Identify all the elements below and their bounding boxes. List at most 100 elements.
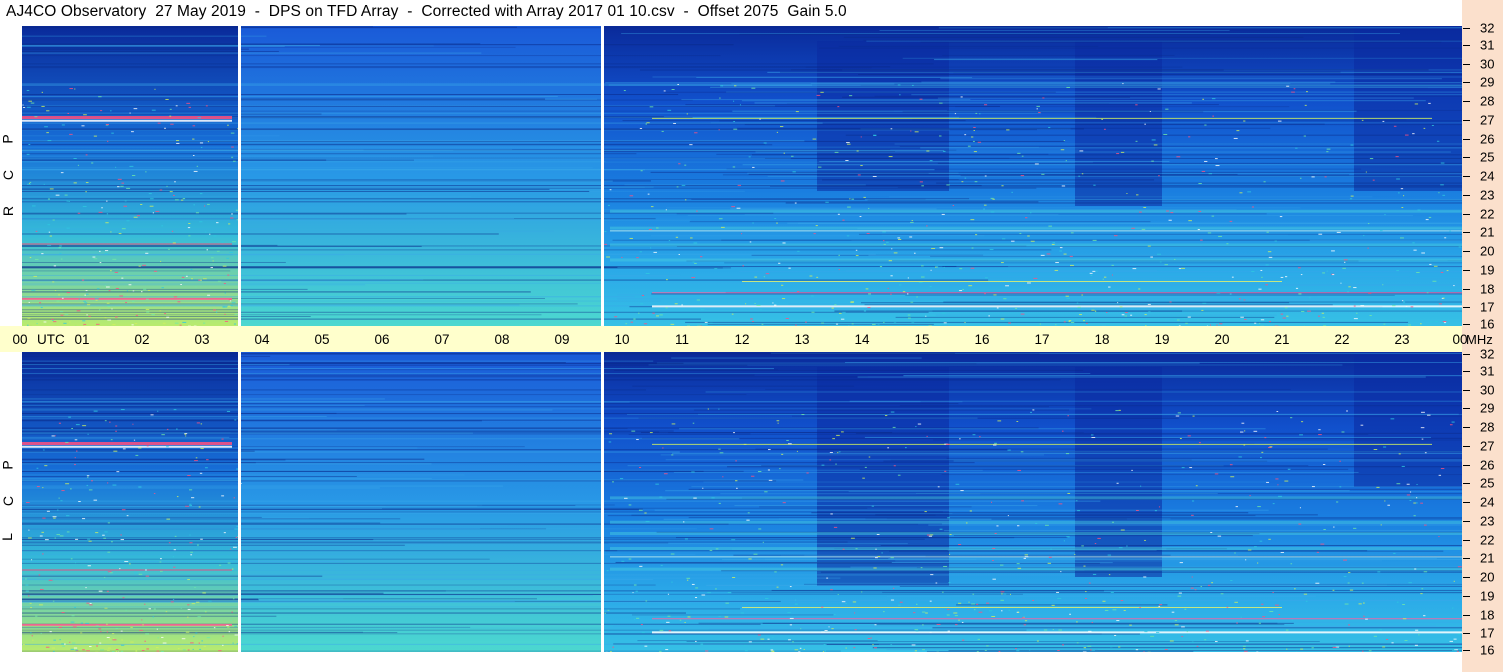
spectrogram-speckle — [707, 408, 710, 410]
spectrogram-noise — [921, 81, 1336, 83]
spectrogram-speckle — [221, 495, 225, 497]
spectrogram-speckle — [196, 165, 199, 167]
freq-tick-label: 25 — [1480, 149, 1495, 165]
spectrogram-speckle — [1353, 318, 1358, 320]
spectrogram-speckle — [86, 314, 88, 316]
spectrogram-region — [817, 367, 949, 586]
spectrogram-noise — [22, 561, 344, 563]
spectrogram-speckle — [744, 650, 748, 652]
spectrogram-speckle — [743, 443, 747, 445]
spectrogram-speckle — [787, 612, 791, 614]
spectrogram-speckle — [1451, 421, 1455, 423]
spectrogram-noise — [22, 612, 686, 614]
spectrogram-speckle — [1268, 538, 1271, 540]
spectrogram-speckle — [223, 306, 227, 308]
spectrogram-speckle — [231, 302, 236, 304]
spectrogram-band — [610, 532, 1462, 535]
freq-tick-mark — [1463, 28, 1470, 29]
spectrogram-noise — [638, 417, 1179, 419]
spectrogram-noise — [22, 480, 777, 482]
spectrogram-speckle — [138, 265, 141, 267]
spectrogram-speckle — [628, 558, 632, 560]
spectrogram-speckle — [867, 307, 871, 309]
spectrogram-speckle — [28, 595, 30, 597]
spectrogram-speckle — [1147, 303, 1151, 305]
spectrogram-noise — [878, 643, 1462, 645]
spectrogram-speckle — [1393, 125, 1397, 127]
spectrogram-speckle — [1297, 267, 1301, 269]
spectrogram-speckle — [157, 410, 159, 412]
spectrogram-speckle — [42, 553, 44, 555]
spectrogram-speckle — [928, 535, 933, 537]
spectrogram-speckle — [614, 316, 618, 318]
spectrogram-noise — [710, 86, 1462, 88]
spectrogram-noise — [22, 311, 929, 313]
spectrogram-speckle — [189, 503, 192, 505]
spectrogram-speckle — [44, 465, 48, 467]
spectrogram-noise — [22, 84, 813, 86]
spectrogram-speckle — [961, 181, 964, 183]
spectrogram-speckle — [115, 648, 119, 650]
spectrogram-speckle — [700, 256, 703, 258]
spectrogram-speckle — [70, 558, 73, 560]
spectrogram-speckle — [1415, 629, 1419, 631]
spectrogram-noise — [882, 591, 1462, 593]
spectrogram-speckle — [1391, 642, 1394, 644]
spectrogram-speckle — [1245, 559, 1247, 561]
y-axis-label: MHz — [1466, 332, 1493, 347]
spectrogram-speckle — [1129, 624, 1132, 626]
spectrogram-speckle — [85, 622, 89, 624]
spectrogram-speckle — [234, 313, 238, 315]
spectrogram-speckle — [1380, 524, 1382, 526]
spectrogram-speckle — [47, 140, 52, 142]
spectrogram-speckle — [910, 221, 914, 223]
spectrogram-speckle — [767, 638, 770, 640]
rcp-spectrogram-panel — [22, 26, 1462, 326]
spectrogram-speckle — [69, 321, 71, 323]
spectrogram-noise — [881, 234, 1288, 236]
spectrogram-speckle — [234, 625, 238, 627]
spectrogram-speckle — [1126, 545, 1128, 547]
spectrogram-noise — [22, 188, 550, 190]
spectrogram-speckle — [1036, 640, 1039, 642]
spectrogram-noise — [601, 151, 895, 153]
spectrogram-speckle — [1311, 486, 1315, 488]
spectrogram-speckle — [993, 444, 997, 446]
spectrogram-noise — [607, 515, 1256, 517]
spectrogram-speckle — [1192, 415, 1195, 417]
freq-tick-mark — [1463, 82, 1470, 84]
spectrogram-speckle — [106, 623, 108, 625]
spectrogram-speckle — [1091, 649, 1095, 651]
spectrogram-speckle — [25, 578, 27, 580]
freq-tick-mark — [1463, 370, 1470, 372]
spectrogram-speckle — [1277, 484, 1279, 486]
spectrogram-speckle — [673, 122, 676, 124]
spectrogram-speckle — [1178, 325, 1181, 326]
spectrogram-speckle — [192, 125, 196, 127]
spectrogram-speckle — [851, 198, 855, 200]
spectrogram-speckle — [831, 628, 834, 630]
spectrogram-noise — [22, 401, 921, 403]
spectrogram-speckle — [204, 467, 208, 469]
spectrogram-speckle — [58, 294, 61, 296]
spectrogram-speckle — [29, 257, 32, 259]
spectrogram-noise — [685, 321, 1409, 323]
spectrogram-speckle — [1379, 230, 1383, 232]
spectrogram-speckle — [166, 428, 169, 430]
spectrogram-speckle — [159, 189, 163, 191]
spectrogram-noise — [741, 497, 1462, 499]
spectrogram-speckle — [958, 619, 960, 621]
spectrogram-speckle — [936, 623, 941, 625]
spectrogram-speckle — [914, 131, 919, 133]
spectrogram-noise — [755, 151, 1451, 153]
spectrogram-speckle — [112, 484, 117, 486]
spectrogram-noise — [917, 599, 1462, 601]
freq-tick-mark — [1463, 288, 1470, 290]
spectrogram-speckle — [194, 587, 196, 589]
spectrogram-speckle — [997, 420, 1002, 422]
spectrogram-noise — [941, 474, 1462, 476]
spectrogram-speckle — [1092, 239, 1097, 241]
spectrogram-speckle — [855, 548, 858, 550]
spectrogram-speckle — [1181, 626, 1185, 628]
spectrogram-speckle — [1293, 588, 1296, 590]
